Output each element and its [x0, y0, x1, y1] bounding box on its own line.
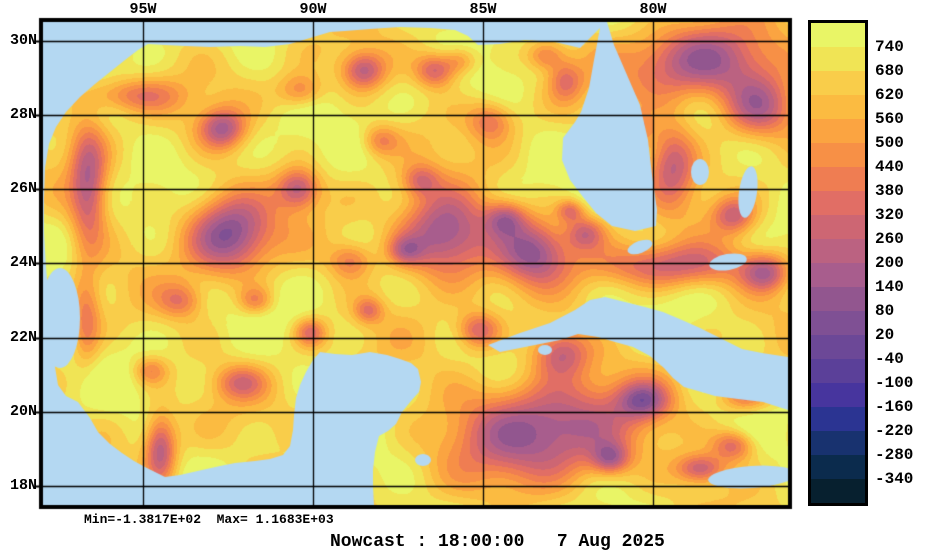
- colorbar-segment: [811, 119, 865, 143]
- colorbar-tick-label: 620: [875, 86, 904, 104]
- colorbar-segment: [811, 479, 865, 503]
- colorbar-segment: [811, 215, 865, 239]
- colorbar-segment: [811, 383, 865, 407]
- nowcast-title: Nowcast : 18:00:00 7 Aug 2025: [330, 532, 665, 552]
- colorbar-tick-label: 320: [875, 206, 904, 224]
- colorbar-tick-label: -280: [875, 446, 914, 464]
- colorbar-tick-label: 140: [875, 278, 904, 296]
- colorbar-tick-label: -40: [875, 350, 904, 368]
- lat-tick-label: 28N: [9, 106, 37, 123]
- lat-tick-label: 30N: [9, 32, 37, 49]
- colorbar-segment: [811, 431, 865, 455]
- colorbar-segment: [811, 455, 865, 479]
- colorbar-segment: [811, 23, 865, 47]
- colorbar-tick-label: 20: [875, 326, 895, 344]
- colorbar-tick-label: 680: [875, 62, 904, 80]
- lat-tick-label: 20N: [9, 403, 37, 420]
- lat-tick-label: 22N: [9, 329, 37, 346]
- colorbar-tick-label: 500: [875, 134, 904, 152]
- colorbar-segment: [811, 167, 865, 191]
- minmax-annotation: Min=-1.3817E+02 Max= 1.1683E+03: [84, 512, 334, 527]
- lon-tick-label: 90W: [299, 1, 327, 18]
- lat-tick-label: 18N: [9, 477, 37, 494]
- colorbar: [808, 20, 868, 506]
- colorbar-segment: [811, 47, 865, 71]
- colorbar-segment: [811, 95, 865, 119]
- lat-tick-label: 24N: [9, 254, 37, 271]
- lon-tick-label: 95W: [129, 1, 157, 18]
- colorbar-segment: [811, 71, 865, 95]
- colorbar-segment: [811, 311, 865, 335]
- colorbar-segment: [811, 287, 865, 311]
- colorbar-tick-label: 200: [875, 254, 904, 272]
- lon-tick-label: 85W: [469, 1, 497, 18]
- colorbar-tick-label: -220: [875, 422, 914, 440]
- colorbar-segment: [811, 143, 865, 167]
- lon-tick-label: 80W: [639, 1, 667, 18]
- colorbar-tick-label: 80: [875, 302, 895, 320]
- colorbar-segment: [811, 191, 865, 215]
- colorbar-segment: [811, 335, 865, 359]
- colorbar-segment: [811, 239, 865, 263]
- colorbar-tick-label: 440: [875, 158, 904, 176]
- colorbar-tick-label: 560: [875, 110, 904, 128]
- colorbar-tick-label: 380: [875, 182, 904, 200]
- colorbar-tick-label: -340: [875, 470, 914, 488]
- colorbar-segment: [811, 407, 865, 431]
- colorbar-segment: [811, 263, 865, 287]
- colorbar-tick-label: -100: [875, 374, 914, 392]
- lat-tick-label: 26N: [9, 180, 37, 197]
- colorbar-tick-label: -160: [875, 398, 914, 416]
- colorbar-tick-label: 740: [875, 38, 904, 56]
- colorbar-segment: [811, 359, 865, 383]
- colorbar-tick-label: 260: [875, 230, 904, 248]
